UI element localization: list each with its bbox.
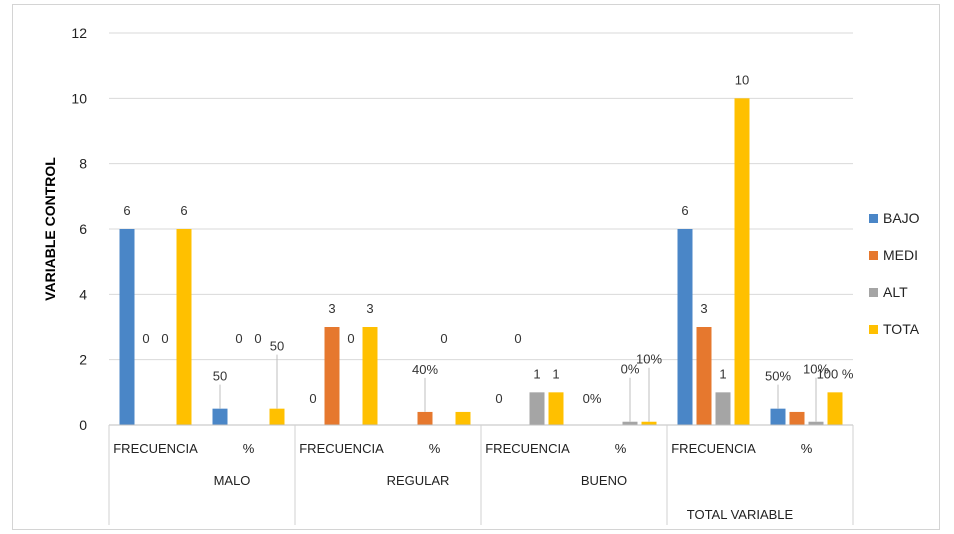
bar bbox=[176, 229, 192, 425]
label-leader-lines bbox=[219, 354, 817, 422]
legend-label: TOTA bbox=[883, 321, 920, 337]
data-label: 0 bbox=[514, 331, 521, 346]
data-label: 10% bbox=[636, 352, 662, 367]
data-label: 6 bbox=[123, 203, 130, 218]
bar bbox=[734, 98, 750, 425]
data-label: 1 bbox=[719, 366, 726, 381]
data-label: 0% bbox=[583, 391, 602, 406]
data-label: 0 bbox=[235, 331, 242, 346]
data-label: 0 bbox=[495, 391, 502, 406]
bar bbox=[548, 392, 564, 425]
data-label: 50% bbox=[765, 369, 791, 384]
data-label: 10% bbox=[803, 362, 829, 377]
bar bbox=[362, 327, 378, 425]
legend: BAJO MEDI ALT TOTA bbox=[869, 210, 920, 337]
gridlines bbox=[109, 32, 853, 426]
bar bbox=[715, 392, 731, 425]
data-label: 0% bbox=[621, 362, 640, 377]
data-label: 0 bbox=[161, 331, 168, 346]
legend-swatch bbox=[869, 251, 878, 260]
bar bbox=[324, 327, 340, 425]
legend-swatch bbox=[869, 288, 878, 297]
data-label: 3 bbox=[366, 301, 373, 316]
y-tick-label: 4 bbox=[79, 286, 87, 302]
bar bbox=[455, 411, 471, 425]
bar bbox=[808, 421, 824, 425]
bar bbox=[119, 229, 135, 425]
x-tick-label: FRECUENCIA bbox=[485, 441, 570, 456]
y-axis-ticks: 0 2 4 6 8 10 12 bbox=[71, 25, 87, 433]
x-group-label: REGULAR bbox=[387, 473, 450, 488]
x-group-label: TOTAL VARIABLE bbox=[687, 507, 794, 522]
bar bbox=[770, 408, 786, 425]
x-tick-label: % bbox=[801, 441, 813, 456]
x-group-label: MALO bbox=[214, 473, 251, 488]
y-tick-label: 0 bbox=[79, 417, 87, 433]
x-tick-label: % bbox=[615, 441, 627, 456]
data-label: 6 bbox=[180, 203, 187, 218]
y-tick-label: 6 bbox=[79, 221, 87, 237]
data-label: 0 bbox=[254, 331, 261, 346]
x-tick-label: FRECUENCIA bbox=[113, 441, 198, 456]
bar bbox=[827, 392, 843, 425]
data-label: 10 bbox=[735, 72, 749, 87]
legend-label: BAJO bbox=[883, 210, 920, 226]
y-tick-label: 8 bbox=[79, 156, 87, 172]
data-label: 50 bbox=[270, 339, 284, 354]
legend-swatch bbox=[869, 325, 878, 334]
bar bbox=[622, 421, 638, 425]
bar bbox=[696, 327, 712, 425]
y-tick-label: 2 bbox=[79, 352, 87, 368]
data-label: 0 bbox=[309, 391, 316, 406]
data-label: 3 bbox=[700, 301, 707, 316]
x-tick-label: FRECUENCIA bbox=[299, 441, 384, 456]
x-group-label: BUENO bbox=[581, 473, 627, 488]
data-label: 0 bbox=[142, 331, 149, 346]
bar bbox=[417, 411, 433, 425]
bar bbox=[529, 392, 545, 425]
y-axis-label: VARIABLE CONTROL bbox=[42, 157, 58, 301]
bar bbox=[641, 421, 657, 425]
bars bbox=[119, 98, 843, 425]
y-tick-label: 12 bbox=[71, 25, 87, 41]
legend-label: ALT bbox=[883, 284, 908, 300]
bar bbox=[789, 411, 805, 425]
bar bbox=[269, 408, 285, 425]
data-label: 3 bbox=[328, 301, 335, 316]
data-label: 100 % bbox=[817, 366, 854, 381]
bar bbox=[212, 408, 228, 425]
data-label: 1 bbox=[552, 366, 559, 381]
data-label: 50 bbox=[213, 369, 227, 384]
x-tick-label: FRECUENCIA bbox=[671, 441, 756, 456]
data-label: 1 bbox=[533, 366, 540, 381]
x-axis: FRECUENCIA% FRECUENCIA% FRECUENCIA% FRECUEN… bbox=[108, 424, 854, 525]
legend-label: MEDI bbox=[883, 247, 918, 263]
chart-frame: 0 2 4 6 8 10 12 VARIABLE CONTROL 6 50 0 0 0% 6 50% 0 0… bbox=[12, 4, 940, 530]
y-tick-label: 10 bbox=[71, 90, 87, 106]
bar bbox=[677, 229, 693, 425]
legend-swatch bbox=[869, 214, 878, 223]
data-label: 6 bbox=[681, 203, 688, 218]
data-label: 0 bbox=[440, 331, 447, 346]
x-tick-label: % bbox=[243, 441, 255, 456]
data-label: 40% bbox=[412, 362, 438, 377]
data-label: 0 bbox=[347, 331, 354, 346]
x-tick-label: % bbox=[429, 441, 441, 456]
